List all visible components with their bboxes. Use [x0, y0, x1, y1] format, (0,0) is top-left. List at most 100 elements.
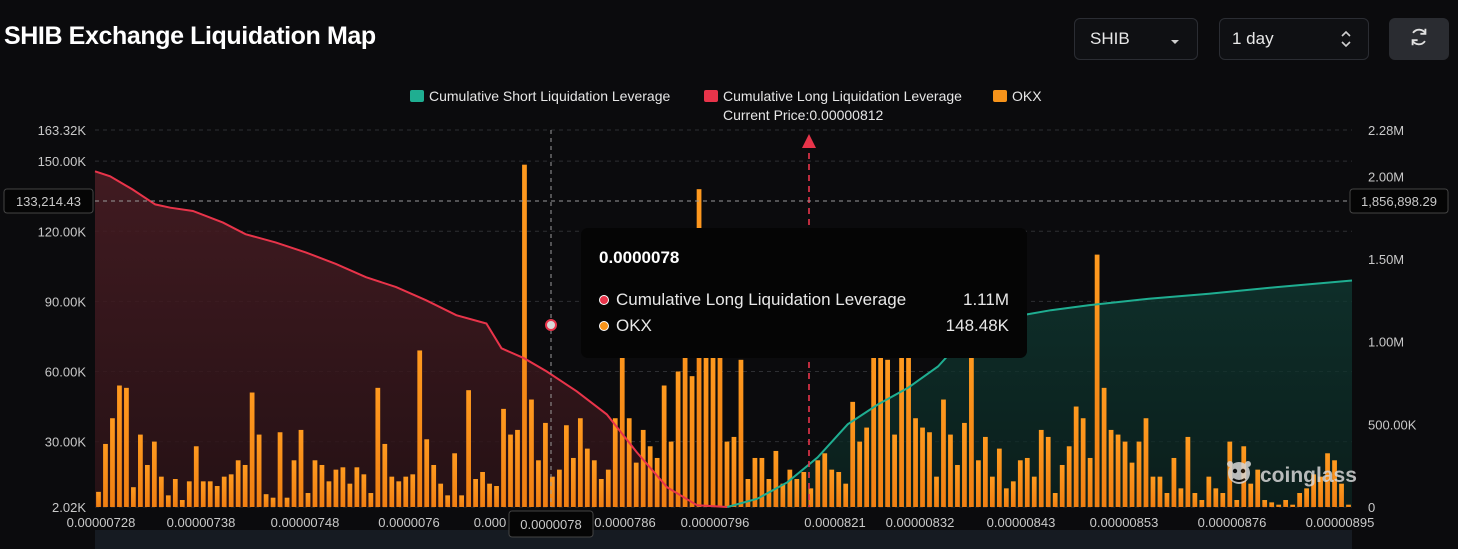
okx-bar[interactable] [473, 479, 478, 507]
okx-bar[interactable] [96, 491, 101, 507]
okx-bar[interactable] [1297, 493, 1302, 507]
okx-bar[interactable] [235, 460, 241, 507]
okx-bar[interactable] [836, 471, 842, 507]
okx-bar[interactable] [522, 164, 527, 507]
okx-bar[interactable] [1346, 504, 1351, 507]
okx-bar[interactable] [1059, 464, 1065, 507]
okx-bar[interactable] [801, 471, 807, 507]
okx-bar[interactable] [151, 441, 157, 507]
okx-bar[interactable] [1101, 387, 1107, 507]
okx-bar[interactable] [913, 418, 918, 507]
okx-bar[interactable] [1283, 500, 1289, 507]
okx-bar[interactable] [1031, 476, 1037, 507]
okx-bar[interactable] [1143, 418, 1149, 507]
okx-bar[interactable] [1129, 462, 1135, 507]
okx-bar[interactable] [752, 457, 758, 507]
okx-bar[interactable] [983, 436, 988, 507]
okx-bar[interactable] [1010, 481, 1016, 507]
okx-bar[interactable] [564, 425, 569, 507]
okx-bar[interactable] [668, 441, 674, 507]
okx-bar[interactable] [557, 469, 562, 507]
okx-bar[interactable] [759, 457, 765, 507]
okx-bar[interactable] [619, 324, 625, 507]
okx-bar[interactable] [270, 497, 276, 507]
okx-bar[interactable] [131, 487, 136, 507]
okx-bar[interactable] [1003, 488, 1009, 507]
okx-bar[interactable] [529, 399, 534, 507]
okx-bar[interactable] [1164, 493, 1170, 507]
okx-bar[interactable] [864, 427, 870, 507]
okx-bar[interactable] [710, 352, 716, 507]
okx-bar[interactable] [878, 350, 883, 507]
okx-bar[interactable] [145, 464, 150, 507]
okx-bar[interactable] [689, 376, 695, 507]
okx-bar[interactable] [138, 434, 143, 507]
okx-bar[interactable] [1080, 418, 1086, 507]
refresh-button[interactable] [1389, 18, 1449, 60]
okx-bar[interactable] [1234, 500, 1240, 507]
okx-bar[interactable] [829, 469, 835, 507]
okx-bar[interactable] [1122, 441, 1128, 507]
okx-bar[interactable] [431, 464, 437, 507]
okx-bar[interactable] [1213, 488, 1219, 507]
okx-bar[interactable] [417, 350, 423, 507]
okx-bar[interactable] [1171, 457, 1177, 507]
okx-bar[interactable] [438, 483, 444, 507]
timeframe-select[interactable]: 1 day [1219, 18, 1369, 60]
okx-bar[interactable] [536, 460, 541, 507]
okx-bar[interactable] [941, 399, 946, 507]
okx-bar[interactable] [584, 448, 590, 507]
okx-bar[interactable] [1290, 504, 1296, 507]
okx-bar[interactable] [675, 371, 681, 507]
okx-bar[interactable] [1136, 441, 1142, 507]
okx-bar[interactable] [1192, 493, 1198, 507]
okx-bar[interactable] [738, 359, 744, 507]
okx-bar[interactable] [920, 427, 925, 507]
okx-bar[interactable] [165, 495, 171, 507]
okx-bar[interactable] [871, 336, 877, 507]
okx-bar[interactable] [445, 495, 451, 507]
okx-bar[interactable] [1248, 483, 1254, 507]
okx-bar[interactable] [1311, 474, 1316, 507]
okx-bar[interactable] [312, 460, 318, 507]
okx-bar[interactable] [955, 464, 960, 507]
okx-bar[interactable] [263, 494, 269, 507]
okx-bar[interactable] [1066, 446, 1072, 507]
okx-bar[interactable] [640, 429, 646, 507]
okx-bar[interactable] [403, 476, 409, 507]
okx-bar[interactable] [996, 448, 1002, 507]
symbol-select[interactable]: SHIB [1074, 18, 1198, 60]
okx-bar[interactable] [459, 495, 464, 507]
okx-bar[interactable] [815, 460, 821, 507]
okx-bar[interactable] [1318, 476, 1323, 507]
okx-bar[interactable] [1199, 500, 1205, 507]
okx-bar[interactable] [850, 401, 856, 507]
okx-bar[interactable] [934, 476, 939, 507]
okx-bar[interactable] [1276, 504, 1282, 507]
okx-bar[interactable] [899, 357, 904, 507]
okx-bar[interactable] [172, 479, 178, 507]
okx-bar[interactable] [389, 476, 395, 507]
okx-bar[interactable] [543, 422, 548, 507]
okx-bar[interactable] [598, 479, 604, 507]
okx-bar[interactable] [1157, 476, 1163, 507]
okx-bar[interactable] [1094, 254, 1100, 507]
okx-bar[interactable] [452, 453, 458, 507]
okx-bar[interactable] [466, 390, 471, 507]
okx-bar[interactable] [515, 429, 520, 507]
okx-bar[interactable] [647, 446, 653, 507]
okx-bar[interactable] [124, 387, 129, 507]
okx-bar[interactable] [550, 476, 555, 507]
okx-bar[interactable] [989, 476, 995, 507]
okx-bar[interactable] [633, 462, 639, 507]
okx-bar[interactable] [1185, 436, 1191, 507]
okx-bar[interactable] [410, 474, 416, 507]
okx-bar[interactable] [256, 434, 262, 507]
okx-bar[interactable] [1178, 488, 1184, 507]
okx-bar[interactable] [494, 486, 499, 507]
okx-bar[interactable] [1052, 493, 1058, 507]
okx-bar[interactable] [822, 453, 828, 507]
okx-bar[interactable] [1087, 457, 1093, 507]
okx-bar[interactable] [780, 483, 786, 507]
